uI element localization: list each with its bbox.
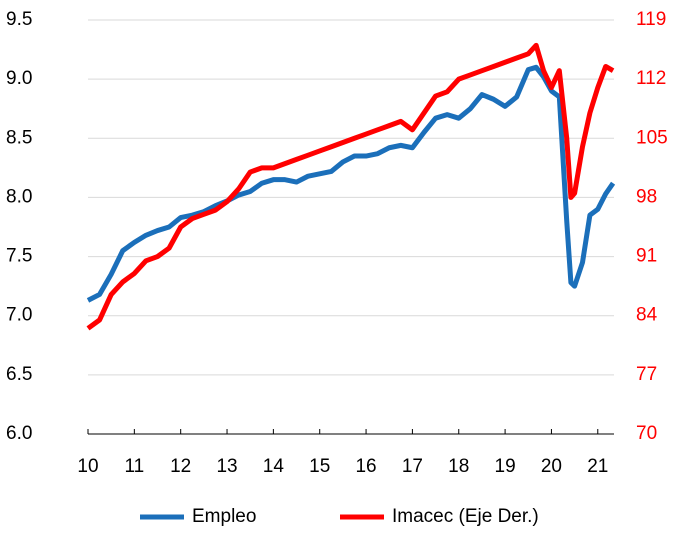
y-tick-label: 7.5 <box>6 246 32 267</box>
y-tick-label: 9.0 <box>6 68 32 89</box>
x-tick-label: 14 <box>263 456 285 477</box>
y2-tick-label: 77 <box>636 364 657 385</box>
series-line <box>86 42 615 331</box>
x-tick-label: 12 <box>170 456 191 477</box>
y2-tick-label: 91 <box>636 246 657 267</box>
y2-tick-label: 84 <box>636 305 658 326</box>
legend-label: Empleo <box>192 506 256 527</box>
x-tick-label: 16 <box>355 456 376 477</box>
y2-tick-label: 70 <box>636 423 657 444</box>
y2-tick-label: 119 <box>636 9 666 30</box>
y-tick-label: 8.5 <box>6 127 32 148</box>
x-tick-label: 20 <box>541 456 562 477</box>
y-tick-label: 8.0 <box>6 186 32 207</box>
x-tick-label: 19 <box>495 456 516 477</box>
x-tick-label: 17 <box>402 456 423 477</box>
x-tick-label: 21 <box>587 456 608 477</box>
y-tick-label: 6.5 <box>6 364 32 385</box>
y2-tick-label: 112 <box>636 68 666 89</box>
series-line <box>86 64 616 303</box>
legend-label: Imacec (Eje Der.) <box>392 506 539 527</box>
y-tick-label: 7.0 <box>6 305 32 326</box>
x-tick-label: 11 <box>124 456 144 477</box>
y2-tick-label: 98 <box>636 186 657 207</box>
y2-tick-label: 105 <box>636 127 668 148</box>
x-tick-label: 15 <box>309 456 330 477</box>
x-tick-label: 10 <box>77 456 98 477</box>
x-tick-label: 13 <box>216 456 237 477</box>
y-tick-label: 6.0 <box>6 423 32 444</box>
x-tick-label: 18 <box>448 456 469 477</box>
y-tick-label: 9.5 <box>6 9 32 30</box>
